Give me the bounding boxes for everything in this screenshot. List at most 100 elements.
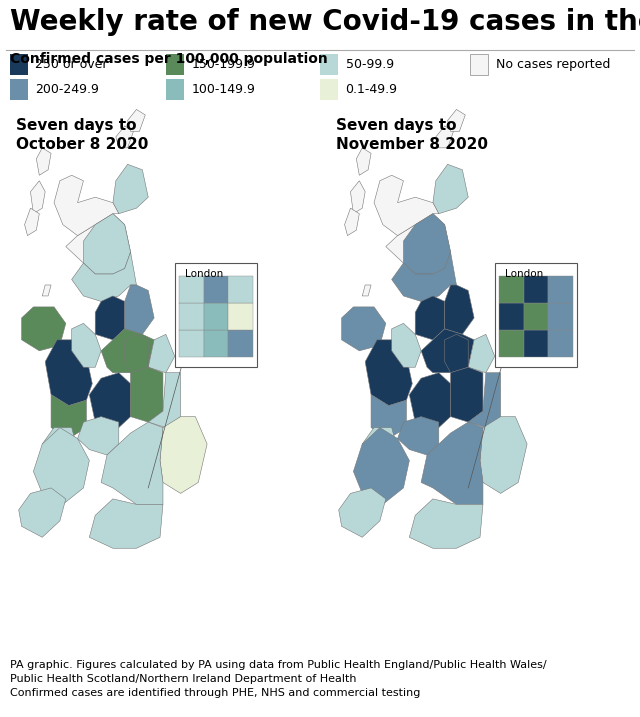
Text: No cases reported: No cases reported xyxy=(496,58,611,71)
Polygon shape xyxy=(445,285,474,334)
Polygon shape xyxy=(131,367,163,422)
Polygon shape xyxy=(24,208,39,236)
Polygon shape xyxy=(386,214,451,274)
Polygon shape xyxy=(83,214,131,274)
Polygon shape xyxy=(19,488,66,537)
Text: 100-149.9: 100-149.9 xyxy=(192,83,256,96)
Text: 0.1-49.9: 0.1-49.9 xyxy=(346,83,397,96)
Polygon shape xyxy=(125,285,154,334)
Polygon shape xyxy=(524,330,548,357)
Polygon shape xyxy=(127,110,145,131)
Polygon shape xyxy=(415,296,445,340)
Polygon shape xyxy=(66,214,131,274)
Polygon shape xyxy=(101,422,163,504)
Polygon shape xyxy=(148,373,180,427)
Polygon shape xyxy=(179,303,204,330)
Polygon shape xyxy=(179,330,204,357)
Polygon shape xyxy=(403,214,451,274)
Polygon shape xyxy=(410,499,483,549)
FancyBboxPatch shape xyxy=(166,79,184,100)
Text: Confirmed cases per 100,000 population: Confirmed cases per 100,000 population xyxy=(10,52,327,66)
Text: Seven days to
October 8 2020: Seven days to October 8 2020 xyxy=(16,118,148,153)
Polygon shape xyxy=(42,427,77,472)
Text: Weekly rate of new Covid-19 cases in the UK: Weekly rate of new Covid-19 cases in the… xyxy=(10,9,640,37)
Polygon shape xyxy=(72,323,101,367)
Polygon shape xyxy=(77,417,119,455)
Polygon shape xyxy=(365,340,412,406)
Polygon shape xyxy=(499,330,524,357)
Polygon shape xyxy=(397,417,439,455)
FancyBboxPatch shape xyxy=(10,54,28,75)
Polygon shape xyxy=(342,307,386,351)
Polygon shape xyxy=(125,334,148,373)
Polygon shape xyxy=(392,323,421,367)
Polygon shape xyxy=(436,126,454,148)
Polygon shape xyxy=(499,303,524,330)
Polygon shape xyxy=(45,340,92,406)
Polygon shape xyxy=(353,427,410,504)
Polygon shape xyxy=(371,394,406,439)
Polygon shape xyxy=(548,275,573,303)
FancyBboxPatch shape xyxy=(470,54,488,75)
Polygon shape xyxy=(42,285,51,296)
Polygon shape xyxy=(148,334,175,373)
Polygon shape xyxy=(445,334,468,373)
FancyBboxPatch shape xyxy=(166,54,184,75)
Polygon shape xyxy=(36,148,51,175)
Polygon shape xyxy=(179,275,204,303)
Text: London: London xyxy=(184,270,223,280)
Polygon shape xyxy=(351,181,365,214)
Polygon shape xyxy=(524,303,548,330)
Polygon shape xyxy=(374,175,439,236)
Polygon shape xyxy=(90,373,131,427)
Polygon shape xyxy=(22,307,66,351)
Bar xyxy=(175,263,257,367)
Polygon shape xyxy=(468,373,500,427)
Polygon shape xyxy=(447,110,465,131)
Polygon shape xyxy=(433,164,468,214)
Polygon shape xyxy=(362,427,397,472)
Polygon shape xyxy=(362,285,371,296)
Polygon shape xyxy=(72,252,136,301)
Text: 150-199.9: 150-199.9 xyxy=(192,58,256,71)
Text: London: London xyxy=(504,270,543,280)
Text: 200-249.9: 200-249.9 xyxy=(35,83,99,96)
Polygon shape xyxy=(54,175,119,236)
Polygon shape xyxy=(204,303,228,330)
Polygon shape xyxy=(480,417,527,493)
Polygon shape xyxy=(421,422,483,504)
Polygon shape xyxy=(228,330,253,357)
Polygon shape xyxy=(392,252,456,301)
Polygon shape xyxy=(113,164,148,214)
Polygon shape xyxy=(548,303,573,330)
FancyBboxPatch shape xyxy=(320,79,338,100)
Polygon shape xyxy=(499,275,524,303)
Polygon shape xyxy=(356,148,371,175)
Polygon shape xyxy=(410,373,451,427)
Polygon shape xyxy=(33,427,90,504)
Polygon shape xyxy=(228,303,253,330)
Text: 50-99.9: 50-99.9 xyxy=(346,58,394,71)
FancyBboxPatch shape xyxy=(10,79,28,100)
Polygon shape xyxy=(204,275,228,303)
Polygon shape xyxy=(421,329,474,373)
Polygon shape xyxy=(339,488,386,537)
Polygon shape xyxy=(451,367,483,422)
FancyBboxPatch shape xyxy=(320,54,338,75)
Bar xyxy=(495,263,577,367)
Text: PA graphic. Figures calculated by PA using data from Public Health England/Publi: PA graphic. Figures calculated by PA usi… xyxy=(10,660,546,698)
Polygon shape xyxy=(90,499,163,549)
Polygon shape xyxy=(548,330,573,357)
Polygon shape xyxy=(344,208,359,236)
Polygon shape xyxy=(101,329,154,373)
Text: 250 or over: 250 or over xyxy=(35,58,108,71)
Polygon shape xyxy=(51,394,86,439)
Polygon shape xyxy=(228,275,253,303)
Polygon shape xyxy=(160,417,207,493)
Polygon shape xyxy=(468,334,495,373)
Polygon shape xyxy=(204,330,228,357)
Polygon shape xyxy=(31,181,45,214)
Text: Seven days to
November 8 2020: Seven days to November 8 2020 xyxy=(336,118,488,153)
Polygon shape xyxy=(524,275,548,303)
Polygon shape xyxy=(116,126,134,148)
